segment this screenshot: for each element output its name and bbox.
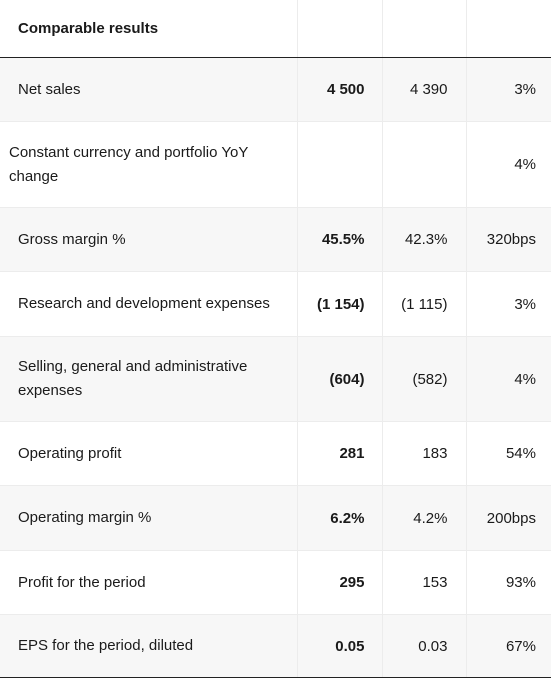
value-current: 281 xyxy=(296,421,382,486)
table-row: Gross margin % 45.5% 42.3% 320bps xyxy=(0,207,551,272)
value-prior: 4 390 xyxy=(381,57,466,122)
value-change: 200bps xyxy=(465,485,551,551)
value-current: 0.05 xyxy=(296,614,382,678)
value-current: (1 154) xyxy=(296,271,382,337)
table-row: Operating profit 281 183 54% xyxy=(0,421,551,486)
value-change: 320bps xyxy=(465,207,551,272)
value-prior: (1 115) xyxy=(381,271,466,337)
table-header-row: Comparable results xyxy=(0,0,551,58)
header-col-prior xyxy=(381,0,466,58)
value-current: (604) xyxy=(296,336,382,422)
value-change: 3% xyxy=(465,57,551,122)
value-current xyxy=(296,121,382,208)
row-label: Profit for the period xyxy=(0,550,297,615)
table-row: Profit for the period 295 153 93% xyxy=(0,550,551,615)
value-change: 3% xyxy=(465,271,551,337)
table-row: Research and development expenses (1 154… xyxy=(0,271,551,337)
value-change: 4% xyxy=(465,121,551,208)
row-label: Operating margin % xyxy=(0,485,297,551)
value-current: 4 500 xyxy=(296,57,382,122)
row-label: Operating profit xyxy=(0,421,297,486)
table-row: Constant currency and portfolio YoY chan… xyxy=(0,121,551,208)
header-col-current xyxy=(296,0,382,58)
row-label: Gross margin % xyxy=(0,207,297,272)
value-prior: 42.3% xyxy=(381,207,466,272)
table-row: Net sales 4 500 4 390 3% xyxy=(0,57,551,122)
table-row: Selling, general and administrative expe… xyxy=(0,336,551,422)
row-label: EPS for the period, diluted xyxy=(0,614,297,678)
value-prior: 183 xyxy=(381,421,466,486)
value-prior xyxy=(381,121,466,208)
value-current: 6.2% xyxy=(296,485,382,551)
value-change: 4% xyxy=(465,336,551,422)
value-prior: 153 xyxy=(381,550,466,615)
row-label: Research and development expenses xyxy=(0,271,297,337)
row-label: Net sales xyxy=(0,57,297,122)
value-prior: 4.2% xyxy=(381,485,466,551)
header-col-change xyxy=(465,0,551,58)
table-row: Operating margin % 6.2% 4.2% 200bps xyxy=(0,485,551,551)
table-title: Comparable results xyxy=(0,0,297,58)
value-current: 295 xyxy=(296,550,382,615)
value-prior: (582) xyxy=(381,336,466,422)
row-label: Selling, general and administrative expe… xyxy=(0,336,297,422)
value-change: 93% xyxy=(465,550,551,615)
value-prior: 0.03 xyxy=(381,614,466,678)
value-change: 54% xyxy=(465,421,551,486)
value-current: 45.5% xyxy=(296,207,382,272)
row-label: Constant currency and portfolio YoY chan… xyxy=(0,121,297,208)
value-change: 67% xyxy=(465,614,551,678)
table-row: EPS for the period, diluted 0.05 0.03 67… xyxy=(0,614,551,678)
